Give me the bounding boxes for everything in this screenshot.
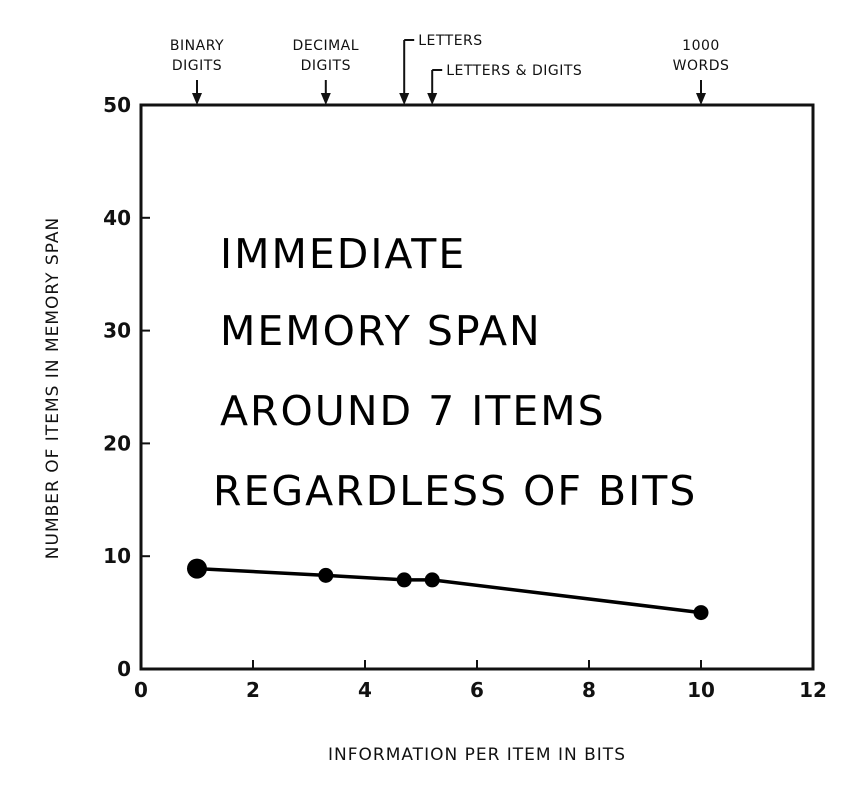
marker-label: DECIMAL xyxy=(293,38,360,54)
top-markers-layer: BINARY DIGITS DECIMAL DIGITS LETTERS LETTERS … xyxy=(170,33,729,105)
marker-label: LETTERS xyxy=(418,33,482,49)
y-tick-label: 30 xyxy=(103,319,131,343)
marker-label: 1000 xyxy=(682,38,720,54)
y-tick-label: 50 xyxy=(103,93,131,117)
marker-arrow-head xyxy=(192,93,202,105)
marker-label: BINARY xyxy=(170,38,224,54)
x-tick-label: 12 xyxy=(799,678,827,702)
x-tick-label: 8 xyxy=(582,678,596,702)
y-axis-title: NUMBER OF ITEMS IN MEMORY SPAN xyxy=(43,217,63,559)
annotation-line: MEMORY SPAN xyxy=(220,307,542,355)
y-tick-label: 0 xyxy=(117,657,131,681)
series-layer xyxy=(187,558,709,621)
marker-label: DIGITS xyxy=(301,58,351,74)
data-point xyxy=(424,572,440,588)
x-axis-title: INFORMATION PER ITEM IN BITS xyxy=(328,745,626,765)
annotation-line: IMMEDIATE xyxy=(220,230,466,278)
data-point xyxy=(318,567,334,583)
x-tick-label: 4 xyxy=(358,678,372,702)
series-line xyxy=(196,566,702,615)
x-tick-label: 10 xyxy=(687,678,715,702)
marker-label: LETTERS & DIGITS xyxy=(446,63,582,79)
x-tick-label: 6 xyxy=(470,678,484,702)
marker-arrow-head xyxy=(399,93,410,105)
marker-arrow-head xyxy=(696,93,706,105)
x-tick-label: 2 xyxy=(246,678,260,702)
handwritten-annotation: IMMEDIATE MEMORY SPAN AROUND 7 ITEMS REGARD… xyxy=(213,230,697,515)
data-point xyxy=(693,605,709,621)
y-tick-label: 40 xyxy=(103,206,131,230)
marker-label: WORDS xyxy=(673,58,730,74)
annotation-line: AROUND 7 ITEMS xyxy=(220,387,606,435)
axes-layer: 0 2 4 6 8 10 12 0 10 20 30 40 50 xyxy=(103,93,827,702)
data-point xyxy=(396,572,412,588)
marker-arrow-head xyxy=(320,93,331,105)
data-point xyxy=(187,558,207,579)
annotation-line: REGARDLESS OF BITS xyxy=(213,467,697,515)
y-tick-label: 10 xyxy=(103,544,131,568)
marker-label: DIGITS xyxy=(172,58,222,74)
x-tick-label: 0 xyxy=(134,678,148,702)
marker-arrow-head xyxy=(427,93,438,105)
y-tick-label: 20 xyxy=(103,431,131,455)
